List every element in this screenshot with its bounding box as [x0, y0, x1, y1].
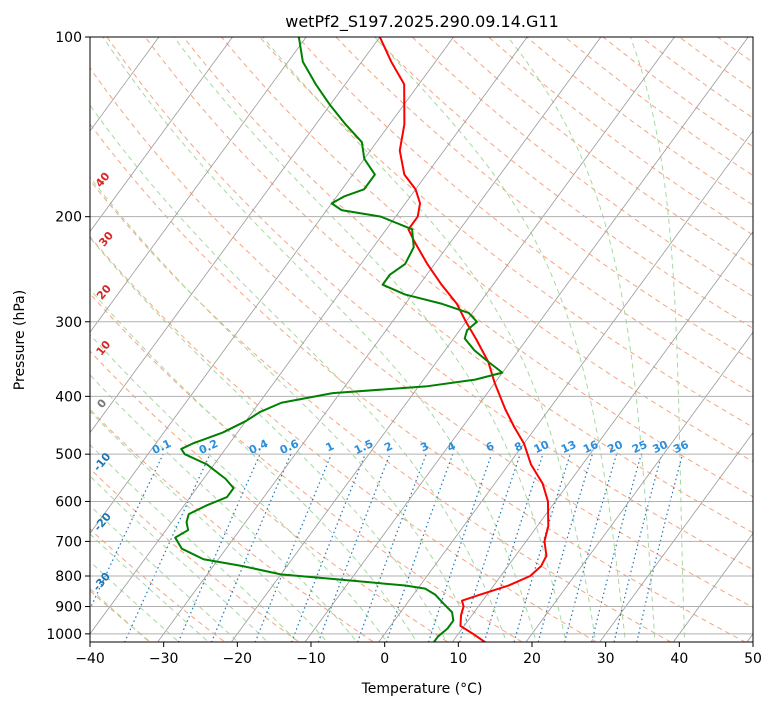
isotherm-line — [230, 37, 675, 642]
y-tick-label: 1000 — [46, 627, 82, 643]
y-tick-label: 300 — [55, 315, 82, 331]
moist-adiabat-line — [90, 374, 358, 642]
x-tick-label: −20 — [223, 651, 253, 667]
dry-adiabat-line — [373, 37, 753, 329]
mixing-ratio-line — [613, 454, 663, 642]
dry-adiabat-line — [90, 590, 152, 642]
moist-adiabat-line — [374, 37, 626, 642]
y-axis: 1000 900 800 700 600 500 400 300 200 100 — [46, 30, 90, 643]
isotherm-line — [525, 331, 753, 642]
mixing-ratio-line — [458, 453, 521, 642]
isotherm-line — [672, 532, 753, 642]
isotherm-line — [599, 432, 753, 642]
mixing-ratio-label: 20 — [605, 438, 625, 456]
mixing-ratio-label: 25 — [630, 438, 649, 456]
moist-adiabat-line — [90, 587, 151, 642]
isotherm-line — [378, 130, 753, 642]
isotherm-line — [90, 37, 381, 434]
plot-background — [90, 37, 753, 642]
x-tick-label: −40 — [75, 651, 105, 667]
mixing-ratio-line — [564, 454, 618, 642]
y-tick-label: 900 — [55, 600, 82, 616]
moist-adiabat-line — [90, 410, 328, 642]
x-tick-label: 20 — [523, 651, 541, 667]
mixing-ratio-line — [317, 453, 391, 642]
mixing-ratio-line — [537, 454, 593, 642]
moist-adiabat-line — [90, 533, 210, 642]
isotherm-line — [0, 37, 12, 647]
moist-adiabat-line — [90, 176, 478, 642]
x-tick-label: 50 — [744, 651, 762, 667]
temperature-profile — [378, 37, 550, 642]
isotherm-line — [90, 37, 233, 233]
mixing-ratio-line — [177, 453, 261, 642]
moist-adiabat-line — [90, 444, 299, 642]
y-tick-label: 600 — [55, 494, 82, 510]
y-tick-label: 100 — [55, 30, 82, 46]
moist-adiabat-line — [507, 37, 656, 642]
dry-adiabat-line — [297, 37, 753, 395]
mixing-ratio-label: 30 — [651, 438, 671, 456]
dewpoint-profile — [174, 37, 504, 642]
isotherm-line — [451, 230, 753, 642]
mixing-ratio-label: 16 — [581, 438, 601, 456]
grid-layer — [0, 37, 753, 647]
x-axis-title: Temperature (°C) — [361, 681, 483, 697]
dry-adiabat-line — [182, 37, 753, 498]
y-tick-label: 500 — [55, 447, 82, 463]
dry-adiabat-line — [90, 179, 672, 642]
y-axis-title: Pressure (hPa) — [12, 290, 28, 390]
chart-title: wetPf2_S197.2025.290.09.14.G11 — [285, 12, 559, 32]
mixing-ratio-label: 10 — [532, 438, 552, 456]
x-tick-label: 30 — [597, 651, 615, 667]
mixing-ratio-line — [591, 454, 642, 642]
y-tick-label: 200 — [55, 210, 82, 226]
isotherm-line — [304, 37, 749, 642]
x-tick-label: −10 — [296, 651, 326, 667]
dry-adiabat-line — [90, 235, 598, 642]
x-tick-label: 0 — [380, 651, 389, 667]
dry-adiabat-line — [144, 37, 753, 534]
x-tick-label: 40 — [670, 651, 688, 667]
dry-adiabat-line — [90, 408, 375, 642]
moist-adiabat-line — [173, 37, 567, 642]
x-tick-label: 10 — [449, 651, 467, 667]
x-tick-label: −30 — [149, 651, 179, 667]
mixing-ratio-line — [513, 453, 571, 642]
y-tick-label: 800 — [55, 569, 82, 585]
isotherm-line — [90, 37, 307, 333]
moist-adiabat-line — [90, 560, 180, 642]
mixing-ratio-label: 36 — [671, 438, 691, 456]
y-tick-label: 400 — [55, 389, 82, 405]
mixing-ratio-label: 13 — [559, 438, 578, 456]
isotherm-line — [90, 37, 454, 534]
moist-adiabat-line — [90, 104, 507, 642]
moist-adiabat-line — [90, 236, 448, 642]
dry-adiabat-line — [90, 67, 753, 608]
y-tick-label: 700 — [55, 534, 82, 550]
dry-adiabat-line — [106, 37, 753, 571]
series-layer — [174, 37, 550, 642]
plot-frame — [89, 36, 754, 643]
moist-adiabat-line — [629, 37, 686, 642]
moist-adiabat-line — [102, 37, 537, 642]
moist-adiabat-line — [90, 333, 388, 642]
x-axis: −40 −30 −20 −10 0 10 20 30 40 50 — [75, 642, 762, 667]
mixing-ratio-line — [90, 453, 164, 611]
dry-adiabat-line — [0, 37, 7, 647]
mixing-ratio-line — [356, 453, 427, 642]
isotherm-line — [157, 37, 602, 642]
isotherm-line — [90, 37, 528, 635]
